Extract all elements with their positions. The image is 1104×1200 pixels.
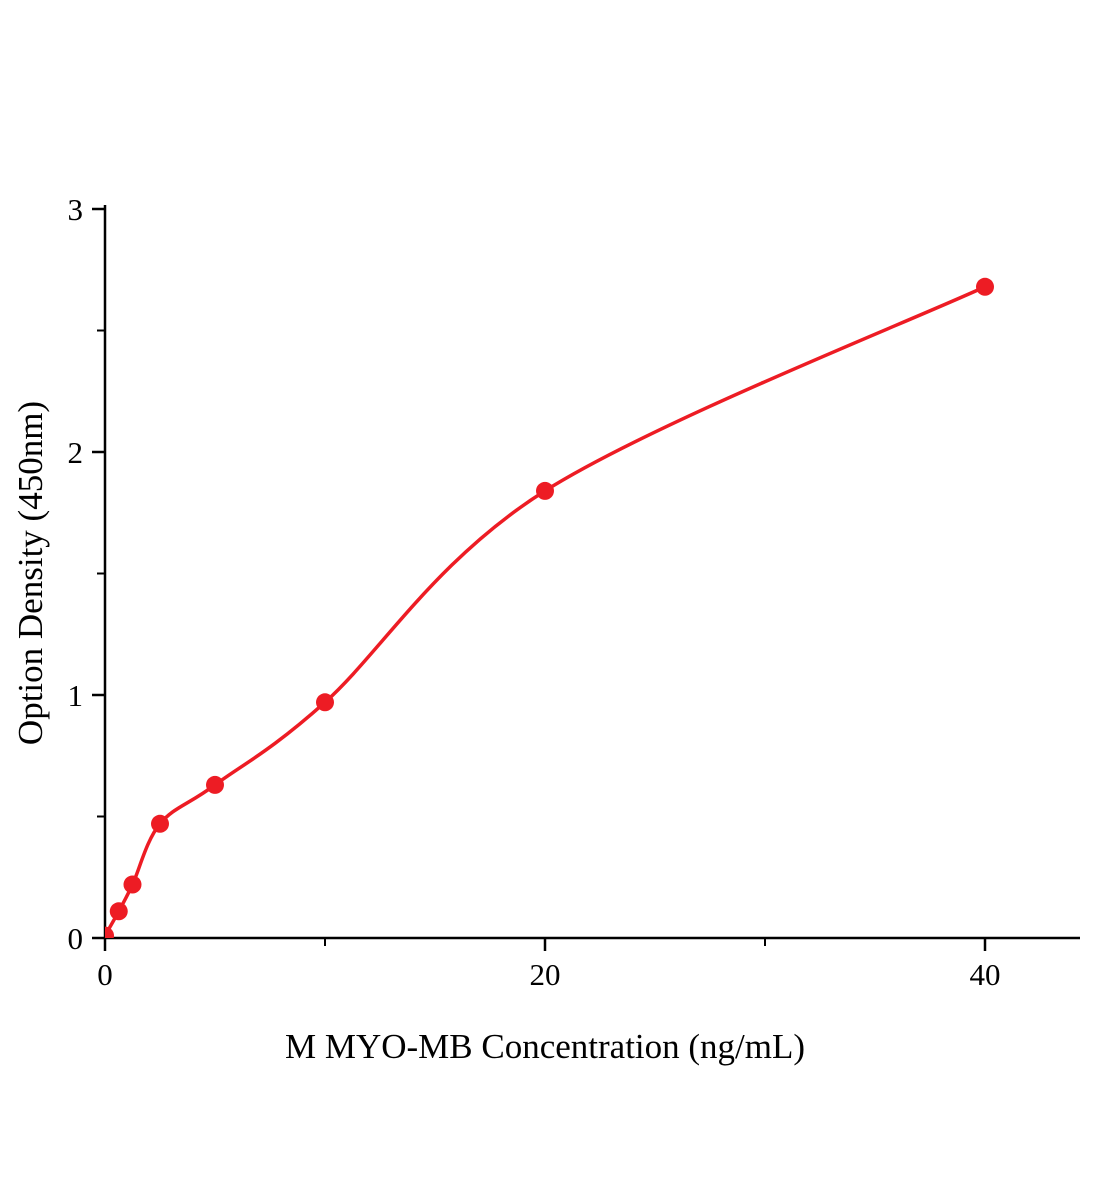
x-tick-label: 40 xyxy=(970,957,1001,992)
y-tick-label: 3 xyxy=(68,192,84,227)
x-tick-label: 20 xyxy=(530,957,561,992)
data-point xyxy=(109,902,128,921)
series-group xyxy=(105,277,994,938)
x-tick-label: 0 xyxy=(97,957,113,992)
data-point xyxy=(976,277,994,296)
y-axis-title: Option Density (450nm) xyxy=(11,401,50,745)
data-point xyxy=(123,875,142,894)
y-tick-label: 2 xyxy=(68,435,84,470)
data-point xyxy=(151,814,169,833)
data-point xyxy=(316,693,334,712)
fit-curve xyxy=(105,285,987,938)
axes-group: 0 20 40 0 1 2 3 xyxy=(68,192,1080,992)
data-point xyxy=(105,926,114,938)
y-tick-label: 0 xyxy=(68,921,84,956)
x-axis-title: M MYO-MB Concentration (ng/mL) xyxy=(285,1027,805,1066)
y-tick-label: 1 xyxy=(68,678,84,713)
data-point xyxy=(206,775,224,794)
data-point xyxy=(536,481,554,500)
